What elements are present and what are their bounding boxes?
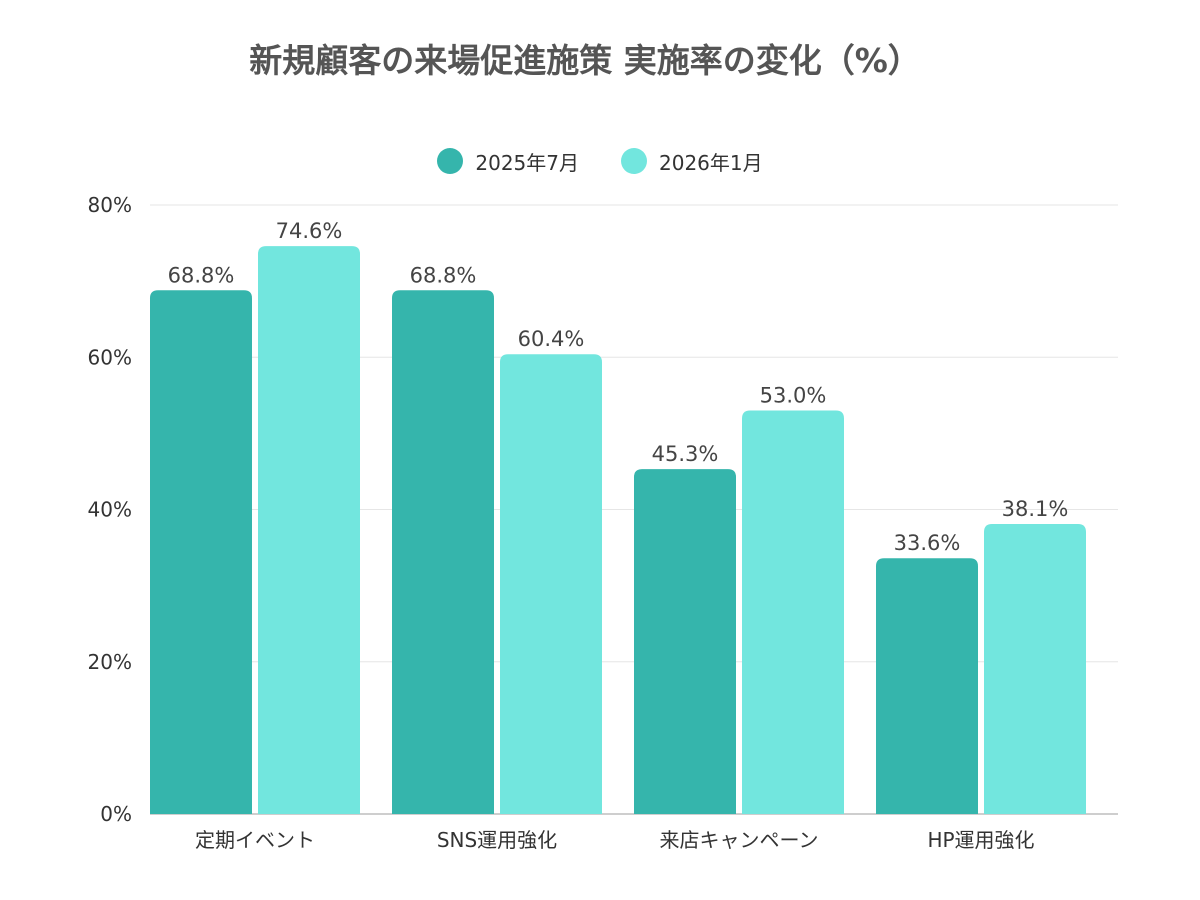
data-label-series-1: 33.6% xyxy=(894,531,961,555)
data-label-series-1: 45.3% xyxy=(652,442,719,466)
y-tick-label: 60% xyxy=(88,345,132,369)
data-label-series-2: 74.6% xyxy=(276,219,343,243)
y-tick-label: 20% xyxy=(88,650,132,674)
x-category-label: 来店キャンペーン xyxy=(660,828,819,852)
bar-series-1 xyxy=(876,558,978,814)
bar-series-2 xyxy=(984,523,1086,814)
y-tick-label: 40% xyxy=(88,498,132,522)
legend-swatch-series-1 xyxy=(437,148,464,174)
legend-item-series-2: 2026年1月 xyxy=(621,147,763,176)
x-category-label: 定期イベント xyxy=(195,828,315,852)
bar-series-1 xyxy=(634,469,736,814)
data-label-series-1: 68.8% xyxy=(410,263,477,287)
bar-series-2 xyxy=(258,246,360,815)
legend-label-series-1: 2025年7月 xyxy=(475,150,579,175)
legend-label-series-2: 2026年1月 xyxy=(659,150,763,175)
bar-series-2 xyxy=(500,354,602,814)
y-tick-label: 80% xyxy=(88,193,132,217)
data-label-series-2: 53.0% xyxy=(760,384,827,408)
legend-swatch-series-2 xyxy=(621,148,647,174)
data-label-series-2: 38.1% xyxy=(1002,497,1069,521)
legend-item-series-1: 2025年7月 xyxy=(437,147,579,176)
x-category-label: SNS運用強化 xyxy=(437,828,557,852)
bar-series-2 xyxy=(742,410,844,814)
chart-legend: 2025年7月 2026年1月 xyxy=(0,144,1200,178)
chart-title: 新規顧客の来場促進施策 実施率の変化（%） xyxy=(249,41,921,80)
bar-series-1 xyxy=(392,290,494,814)
bar-series-1 xyxy=(150,290,252,814)
y-tick-label: 0% xyxy=(100,802,132,826)
data-label-series-1: 68.8% xyxy=(168,263,235,287)
data-label-series-2: 60.4% xyxy=(518,327,585,351)
x-category-label: HP運用強化 xyxy=(927,828,1034,852)
